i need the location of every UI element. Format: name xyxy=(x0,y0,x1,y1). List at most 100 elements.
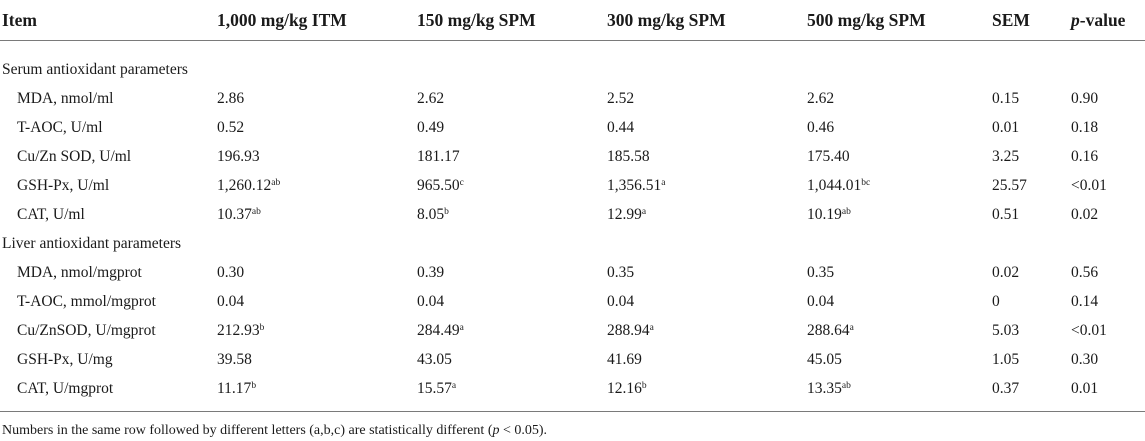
header-spm-300: 300 mg/kg SPM xyxy=(607,0,807,41)
value-cell: 284.49a xyxy=(417,316,607,345)
cell-value: 212.93 xyxy=(217,321,260,339)
cell-value: 1,356.51 xyxy=(607,176,662,194)
p-value-cell: 0.01 xyxy=(1071,379,1099,397)
header-itm-1000: 1,000 mg/kg ITM xyxy=(217,0,417,41)
significance-superscript: a xyxy=(641,206,647,217)
antioxidant-table-container: Item 1,000 mg/kg ITM 150 mg/kg SPM 300 m… xyxy=(0,0,1145,412)
row-label: GSH-Px, U/mg xyxy=(17,350,113,368)
p-value-cell: 0.02 xyxy=(1071,205,1099,223)
significance-superscript: b xyxy=(444,206,449,217)
table-row: CAT, U/ml 10.37ab 8.05b 12.99a 10.19ab 0.51 0.… xyxy=(0,200,1145,229)
value-cell: 39.58 xyxy=(217,345,417,374)
significance-superscript: a xyxy=(451,380,457,391)
cell-value: 288.64 xyxy=(807,321,850,339)
cell-value: 13.35 xyxy=(807,379,842,397)
sem-cell: 0.02 xyxy=(992,263,1020,281)
value-cell: 0.30 xyxy=(217,258,417,287)
table-body: Serum antioxidant parameters MDA, nmol/ml… xyxy=(0,41,1145,412)
cell-value: 12.99 xyxy=(607,205,642,223)
value-cell: 10.37ab xyxy=(217,200,417,229)
cell-value: 1,260.12 xyxy=(217,176,272,194)
p-value-cell: 0.16 xyxy=(1071,147,1099,165)
value-cell: 12.99a xyxy=(607,200,807,229)
spacer-row xyxy=(0,41,1145,56)
cell-value: 2.52 xyxy=(607,89,635,107)
cell-value: 2.62 xyxy=(807,89,835,107)
p-value-cell: 0.30 xyxy=(1071,350,1099,368)
section-row: Serum antioxidant parameters xyxy=(0,55,1145,84)
table-row: Cu/ZnSOD, U/mgprot 212.93b 284.49a 288.94a 2… xyxy=(0,316,1145,345)
significance-superscript: b xyxy=(641,380,647,391)
cell-value: 10.37 xyxy=(217,205,252,223)
p-value-cell: <0.01 xyxy=(1071,321,1107,339)
sem-cell: 0.15 xyxy=(992,89,1020,107)
header-p-rest: -value xyxy=(1079,9,1126,30)
value-cell: 10.19ab xyxy=(807,200,992,229)
header-spm-150: 150 mg/kg SPM xyxy=(417,0,607,41)
cell-value: 11.17 xyxy=(217,379,252,397)
sem-cell: 1.05 xyxy=(992,350,1020,368)
cell-value: 10.19 xyxy=(807,205,842,223)
value-cell: 185.58 xyxy=(607,142,807,171)
value-cell: 12.16b xyxy=(607,374,807,403)
header-item: Item xyxy=(0,0,217,41)
value-cell: 288.64a xyxy=(807,316,992,345)
cell-value: 8.05 xyxy=(417,205,445,223)
cell-value: 0.35 xyxy=(607,263,635,281)
significance-superscript: ab xyxy=(271,177,281,188)
value-cell: 8.05b xyxy=(417,200,607,229)
header-p-italic: p xyxy=(1071,9,1080,30)
significance-superscript: ab xyxy=(841,206,851,217)
cell-value: 0.04 xyxy=(807,292,835,310)
cell-value: 0.04 xyxy=(607,292,635,310)
cell-value: 0.35 xyxy=(807,263,835,281)
row-label: CAT, U/mgprot xyxy=(17,379,114,397)
sem-cell: 0.37 xyxy=(992,379,1020,397)
cell-value: 0.49 xyxy=(417,118,445,136)
cell-value: 0.30 xyxy=(217,263,245,281)
table-row: T-AOC, mmol/mgprot 0.04 0.04 0.04 0.04 0 0.14 xyxy=(0,287,1145,316)
significance-superscript: a xyxy=(661,177,666,188)
value-cell: 41.69 xyxy=(607,345,807,374)
cell-value: 12.16 xyxy=(607,379,642,397)
cell-value: 0.04 xyxy=(417,292,445,310)
footnote-before: Numbers in the same row followed by diff… xyxy=(2,423,493,438)
value-cell: 15.57a xyxy=(417,374,607,403)
header-row: Item 1,000 mg/kg ITM 150 mg/kg SPM 300 m… xyxy=(0,0,1145,41)
cell-value: 284.49 xyxy=(417,321,460,339)
significance-superscript: ab xyxy=(251,206,261,217)
value-cell: 2.52 xyxy=(607,84,807,113)
value-cell: 45.05 xyxy=(807,345,992,374)
antioxidant-table: Item 1,000 mg/kg ITM 150 mg/kg SPM 300 m… xyxy=(0,0,1145,412)
p-value-cell: 0.18 xyxy=(1071,118,1099,136)
sem-cell: 25.57 xyxy=(992,176,1027,194)
value-cell: 0.04 xyxy=(217,287,417,316)
cell-value: 45.05 xyxy=(807,350,842,368)
table-row: T-AOC, U/ml 0.52 0.49 0.44 0.46 0.01 0.18 xyxy=(0,113,1145,142)
p-value-cell: 0.14 xyxy=(1071,292,1099,310)
value-cell: 181.17 xyxy=(417,142,607,171)
cell-value: 0.52 xyxy=(217,118,245,136)
row-label: CAT, U/ml xyxy=(17,205,85,223)
sem-cell: 0.51 xyxy=(992,205,1020,223)
value-cell: 0.35 xyxy=(807,258,992,287)
cell-value: 0.39 xyxy=(417,263,445,281)
cell-value: 288.94 xyxy=(607,321,650,339)
sem-cell: 0 xyxy=(992,292,1000,310)
value-cell: 1,356.51a xyxy=(607,171,807,200)
header-sem: SEM xyxy=(992,0,1071,41)
p-value-cell: 0.56 xyxy=(1071,263,1099,281)
row-label: MDA, nmol/mgprot xyxy=(17,263,142,281)
cell-value: 181.17 xyxy=(417,147,460,165)
value-cell: 43.05 xyxy=(417,345,607,374)
significance-superscript: a xyxy=(649,322,654,333)
value-cell: 965.50c xyxy=(417,171,607,200)
value-cell: 196.93 xyxy=(217,142,417,171)
table-footnote: Numbers in the same row followed by diff… xyxy=(2,423,547,439)
footnote-p-italic: p xyxy=(492,423,500,438)
row-label: MDA, nmol/ml xyxy=(17,89,114,107)
value-cell: 11.17b xyxy=(217,374,417,403)
value-cell: 288.94a xyxy=(607,316,807,345)
header-spm-500: 500 mg/kg SPM xyxy=(807,0,992,41)
cell-value: 1,044.01 xyxy=(807,176,862,194)
